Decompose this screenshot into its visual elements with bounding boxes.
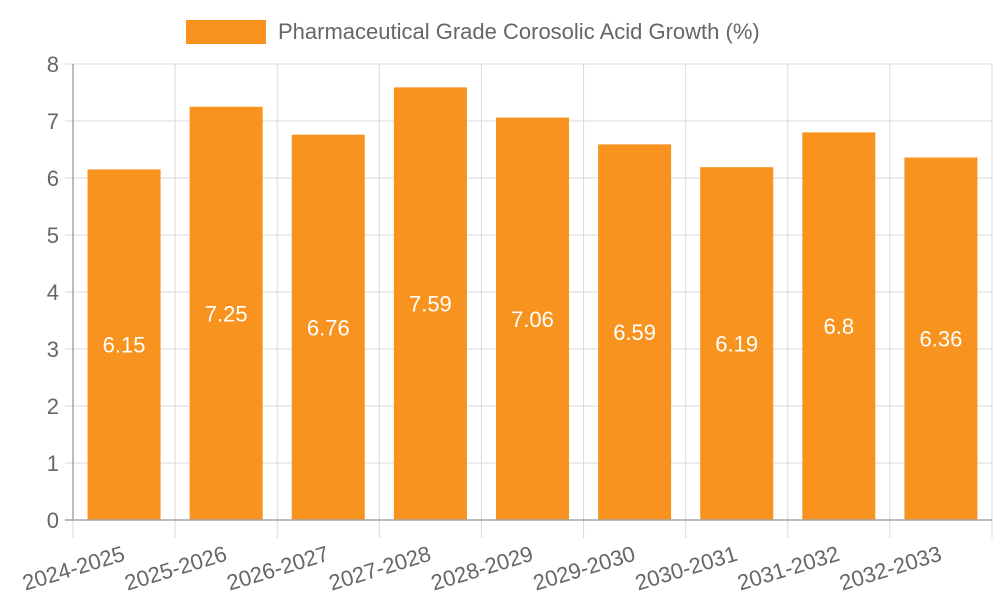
data-label: 6.36	[920, 327, 963, 352]
y-tick-label: 4	[47, 280, 59, 305]
y-tick-label: 1	[47, 451, 59, 476]
axes	[65, 64, 992, 521]
bar	[393, 87, 467, 521]
data-label: 6.76	[307, 315, 350, 340]
data-label: 6.19	[715, 332, 758, 357]
data-label: 6.8	[824, 314, 855, 339]
y-tick-label: 0	[47, 508, 59, 533]
data-labels: 6.15 7.25 6.76 7.59 7.06 6.59 6.19 6.8 6.36	[103, 292, 963, 358]
x-tick-label: 2031-2032	[734, 541, 842, 596]
bar	[904, 157, 978, 521]
data-label: 7.59	[409, 292, 452, 317]
bar	[495, 117, 570, 520]
x-tick-label: 2026-2027	[224, 541, 332, 596]
x-tick-label: 2024-2025	[20, 541, 128, 596]
y-tick-label: 3	[47, 337, 59, 362]
legend-label: Pharmaceutical Grade Corosolic Acid Grow…	[278, 19, 760, 44]
y-axis-ticks: 0 1 2 3 4 5 6 7 8	[47, 52, 59, 533]
bar	[802, 132, 876, 520]
x-tick-label: 2028-2029	[428, 541, 536, 596]
y-tick-label: 7	[47, 109, 59, 134]
bars	[87, 87, 978, 521]
y-tick-label: 6	[47, 166, 59, 191]
data-label: 7.25	[205, 301, 248, 326]
x-axis-ticks: 2024-20252025-20262026-20272027-20282028…	[20, 541, 945, 596]
y-tick-label: 5	[47, 223, 59, 248]
bar	[700, 167, 774, 521]
bar	[291, 134, 365, 520]
x-tick-label: 2025-2026	[122, 541, 230, 596]
y-tick-label: 2	[47, 394, 59, 419]
legend[interactable]: Pharmaceutical Grade Corosolic Acid Grow…	[186, 19, 760, 44]
bar	[189, 106, 263, 520]
bar	[87, 169, 161, 520]
y-tick-label: 8	[47, 52, 59, 77]
bar	[598, 144, 672, 520]
x-tick-label: 2027-2028	[326, 541, 434, 596]
data-label: 6.59	[613, 320, 656, 345]
data-label: 7.06	[511, 307, 554, 332]
legend-swatch	[186, 20, 266, 44]
x-tick-label: 2029-2030	[530, 541, 638, 596]
x-tick-label: 2030-2031	[632, 541, 740, 596]
data-label: 6.15	[103, 333, 146, 358]
x-tick-label: 2032-2033	[836, 541, 944, 596]
